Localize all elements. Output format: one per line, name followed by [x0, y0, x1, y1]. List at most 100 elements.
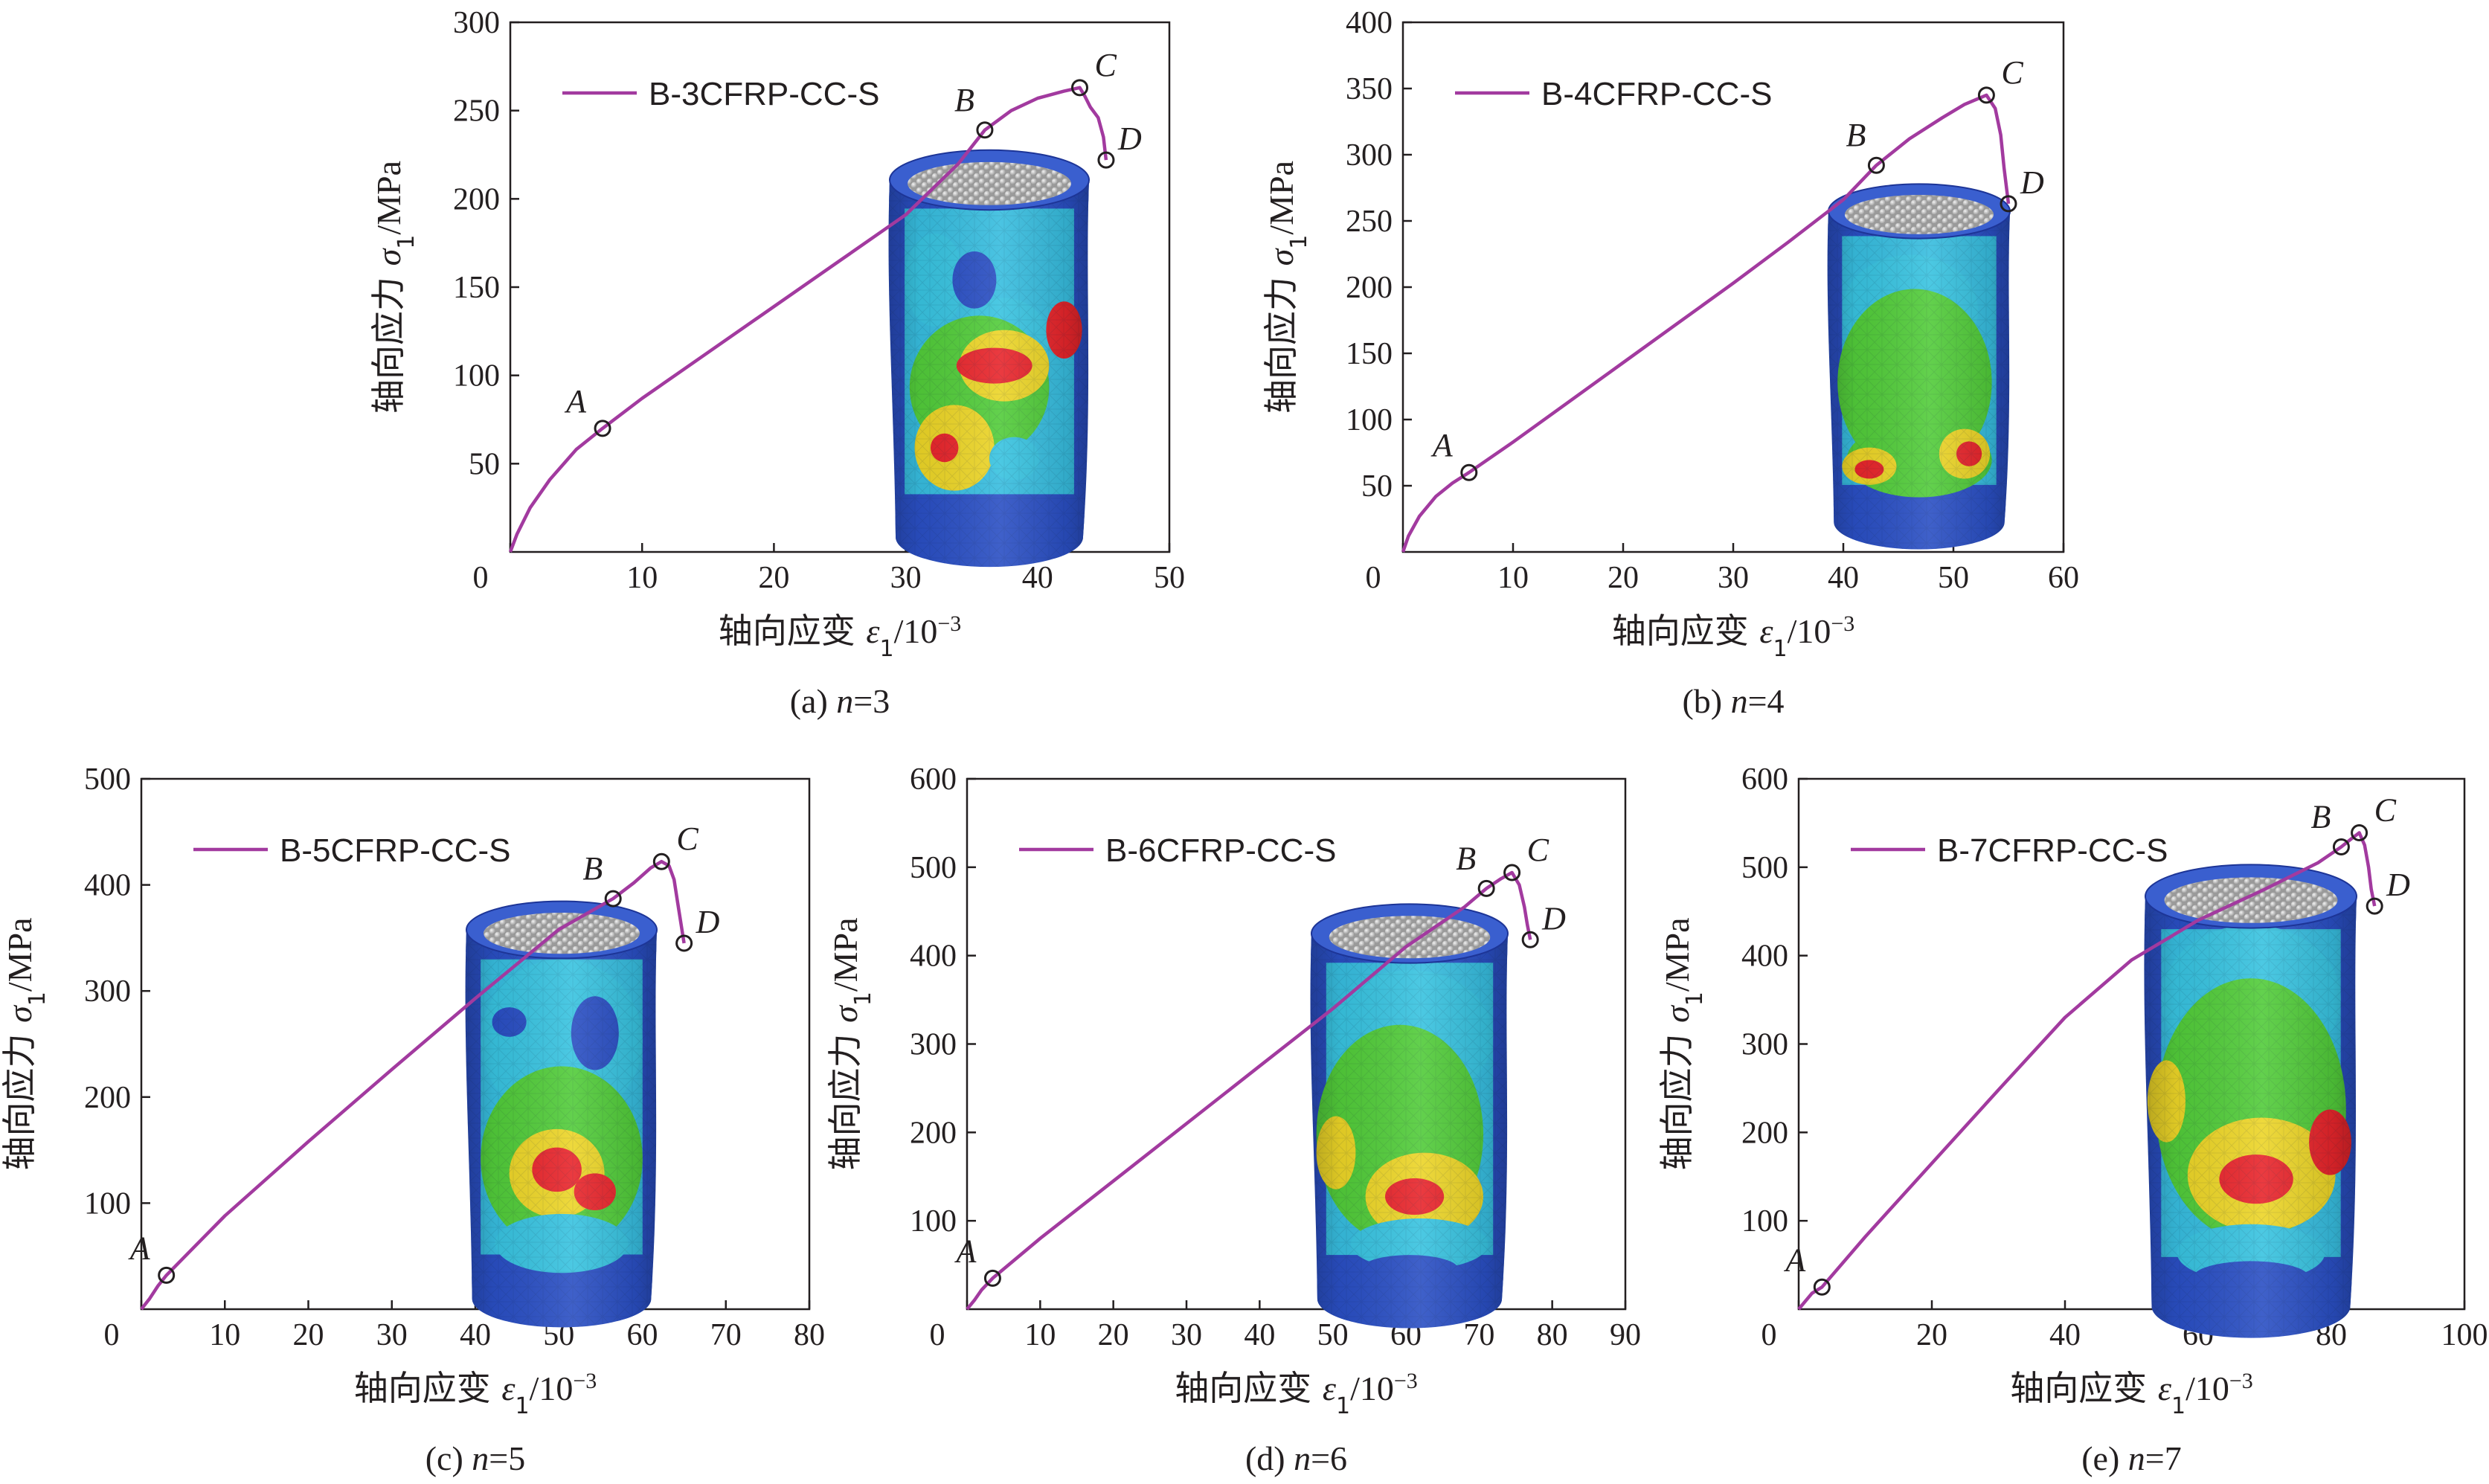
- point-label-D: D: [1117, 121, 1142, 157]
- y-tick-label: 400: [84, 869, 131, 903]
- y-tick-label: 150: [453, 271, 500, 305]
- point-label-C: C: [1095, 47, 1117, 83]
- x-tick-label: 40: [1022, 561, 1053, 595]
- y-tick-label: 200: [1741, 1116, 1788, 1150]
- point-label-A: A: [1783, 1242, 1806, 1278]
- point-label-D: D: [2020, 164, 2044, 201]
- point-marker-D: [2000, 195, 2017, 213]
- point-marker-B: [2332, 838, 2350, 856]
- y-tick-label: 350: [1346, 72, 1393, 106]
- point-label-A: A: [564, 383, 587, 420]
- x-tick-label: 40: [2049, 1318, 2081, 1352]
- legend-label: B-4CFRP-CC-S: [1541, 76, 1772, 112]
- series-line-B-6CFRP-CC-S: [966, 870, 1532, 1311]
- x-tick-label: 80: [1537, 1318, 1568, 1352]
- y-axis-title: 轴向应力 σ1/MPa: [1261, 161, 1312, 414]
- x-axis-title: 轴向应变 ε1/10−3: [1612, 611, 1855, 662]
- point-marker-D: [1097, 151, 1115, 169]
- point-label-C: C: [2374, 791, 2397, 828]
- y-axis-title: 轴向应力 σ1/MPa: [1657, 917, 1708, 1170]
- x-axis-title: 轴向应变 ε1/10−3: [354, 1368, 597, 1419]
- y-tick-label: 600: [1741, 762, 1788, 797]
- legend-label: B-3CFRP-CC-S: [649, 76, 879, 112]
- point-label-B: B: [1456, 840, 1476, 876]
- legend-label: B-7CFRP-CC-S: [1937, 832, 2168, 869]
- point-marker-B: [1477, 879, 1495, 897]
- x-tick-label: 20: [1608, 561, 1639, 595]
- series-line-B-7CFRP-CC-S: [1797, 831, 2377, 1311]
- x-tick-label: 50: [1938, 561, 1969, 595]
- chart-panel-c: 0 10 20 30 40 50 60 70 80100200300400500ABCDB-5C…: [0, 762, 825, 1477]
- x-tick-label: 40: [1828, 561, 1859, 595]
- y-tick-label: 400: [1346, 6, 1393, 40]
- y-axis-title: 轴向应力 σ1/MPa: [0, 917, 51, 1170]
- x-tick-label: 10: [626, 561, 658, 595]
- cylinder-contour: [888, 149, 1090, 568]
- x-tick-label: 70: [710, 1318, 742, 1352]
- point-marker-C: [2351, 823, 2368, 841]
- panel-caption: (e) n=7: [2081, 1439, 2182, 1477]
- point-label-B: B: [1846, 117, 1866, 153]
- point-label-B: B: [2311, 799, 2331, 835]
- chart-panel-b: 0 10 20 30 40 50 60 50 100 150 200 250 300 350 400 A B C D…: [1261, 6, 2079, 720]
- y-tick-label: 200: [910, 1116, 957, 1150]
- x-axis-title: 轴向应变 ε1/10−3: [1175, 1368, 1418, 1419]
- aggregate-particles: [908, 161, 1071, 205]
- panel-caption: (d) n=6: [1245, 1439, 1347, 1477]
- y-tick-label: 300: [1741, 1028, 1788, 1062]
- point-label-D: D: [2386, 867, 2410, 903]
- x-tick-label: 30: [1718, 561, 1749, 595]
- y-tick-label: 50: [469, 447, 500, 481]
- cylinder-contour: [465, 900, 658, 1328]
- x-tick-label: 30: [890, 561, 922, 595]
- x-tick-label: 50: [1154, 561, 1185, 595]
- x-tick-label: 0: [1761, 1318, 1777, 1352]
- x-tick-label: 20: [1916, 1318, 1947, 1352]
- y-tick-label: 400: [910, 939, 957, 974]
- legend-label: B-5CFRP-CC-S: [280, 832, 510, 869]
- x-tick-label: 20: [758, 561, 789, 595]
- panel-caption: (b) n=4: [1682, 682, 1784, 720]
- y-tick-label: 250: [453, 94, 500, 129]
- y-tick-label: 100: [84, 1186, 131, 1221]
- y-tick-label: 200: [453, 182, 500, 216]
- x-tick-label: 60: [2048, 561, 2079, 595]
- cylinder-contour: [1827, 183, 2011, 550]
- x-tick-label: 40: [460, 1318, 491, 1352]
- x-tick-label: 100: [2441, 1318, 2488, 1352]
- y-tick-label: 150: [1346, 337, 1393, 371]
- y-tick-label: 500: [1741, 851, 1788, 885]
- y-tick-label: 500: [910, 851, 957, 885]
- point-marker-D: [2366, 897, 2383, 915]
- cylinder-contour: [1310, 903, 1509, 1329]
- x-tick-label: 0: [104, 1318, 120, 1352]
- x-tick-label: 50: [1317, 1318, 1349, 1352]
- point-label-D: D: [696, 904, 720, 940]
- y-tick-label: 200: [84, 1081, 131, 1115]
- y-tick-label: 50: [1361, 469, 1393, 504]
- x-tick-label: 30: [376, 1318, 408, 1352]
- x-tick-label: 0: [1366, 561, 1381, 595]
- point-marker-C: [652, 852, 670, 870]
- point-marker-C: [1071, 79, 1089, 97]
- point-marker-D: [675, 934, 693, 952]
- x-tick-label: 90: [1610, 1318, 1641, 1352]
- point-marker-B: [976, 121, 994, 139]
- x-tick-label: 20: [1098, 1318, 1129, 1352]
- y-tick-label: 500: [84, 762, 131, 797]
- y-axis-title: 轴向应力 σ1/MPa: [825, 917, 876, 1170]
- y-tick-label: 100: [1346, 403, 1393, 437]
- point-marker-D: [1521, 931, 1539, 948]
- chart-panel-a: 0 10 20 30 40 50 50 100 150 200 250 300 A B C D B-3CFRP-…: [368, 6, 1185, 720]
- y-tick-label: 300: [453, 6, 500, 40]
- point-marker-A: [1460, 463, 1478, 481]
- y-tick-label: 400: [1741, 939, 1788, 974]
- y-tick-label: 100: [1741, 1204, 1788, 1239]
- x-axis-title: 轴向应变 ε1/10−3: [719, 611, 962, 662]
- x-tick-label: 0: [930, 1318, 945, 1352]
- aggregate-particles: [1844, 195, 1994, 234]
- x-tick-label: 10: [209, 1318, 240, 1352]
- x-axis-title: 轴向应变 ε1/10−3: [2010, 1368, 2253, 1419]
